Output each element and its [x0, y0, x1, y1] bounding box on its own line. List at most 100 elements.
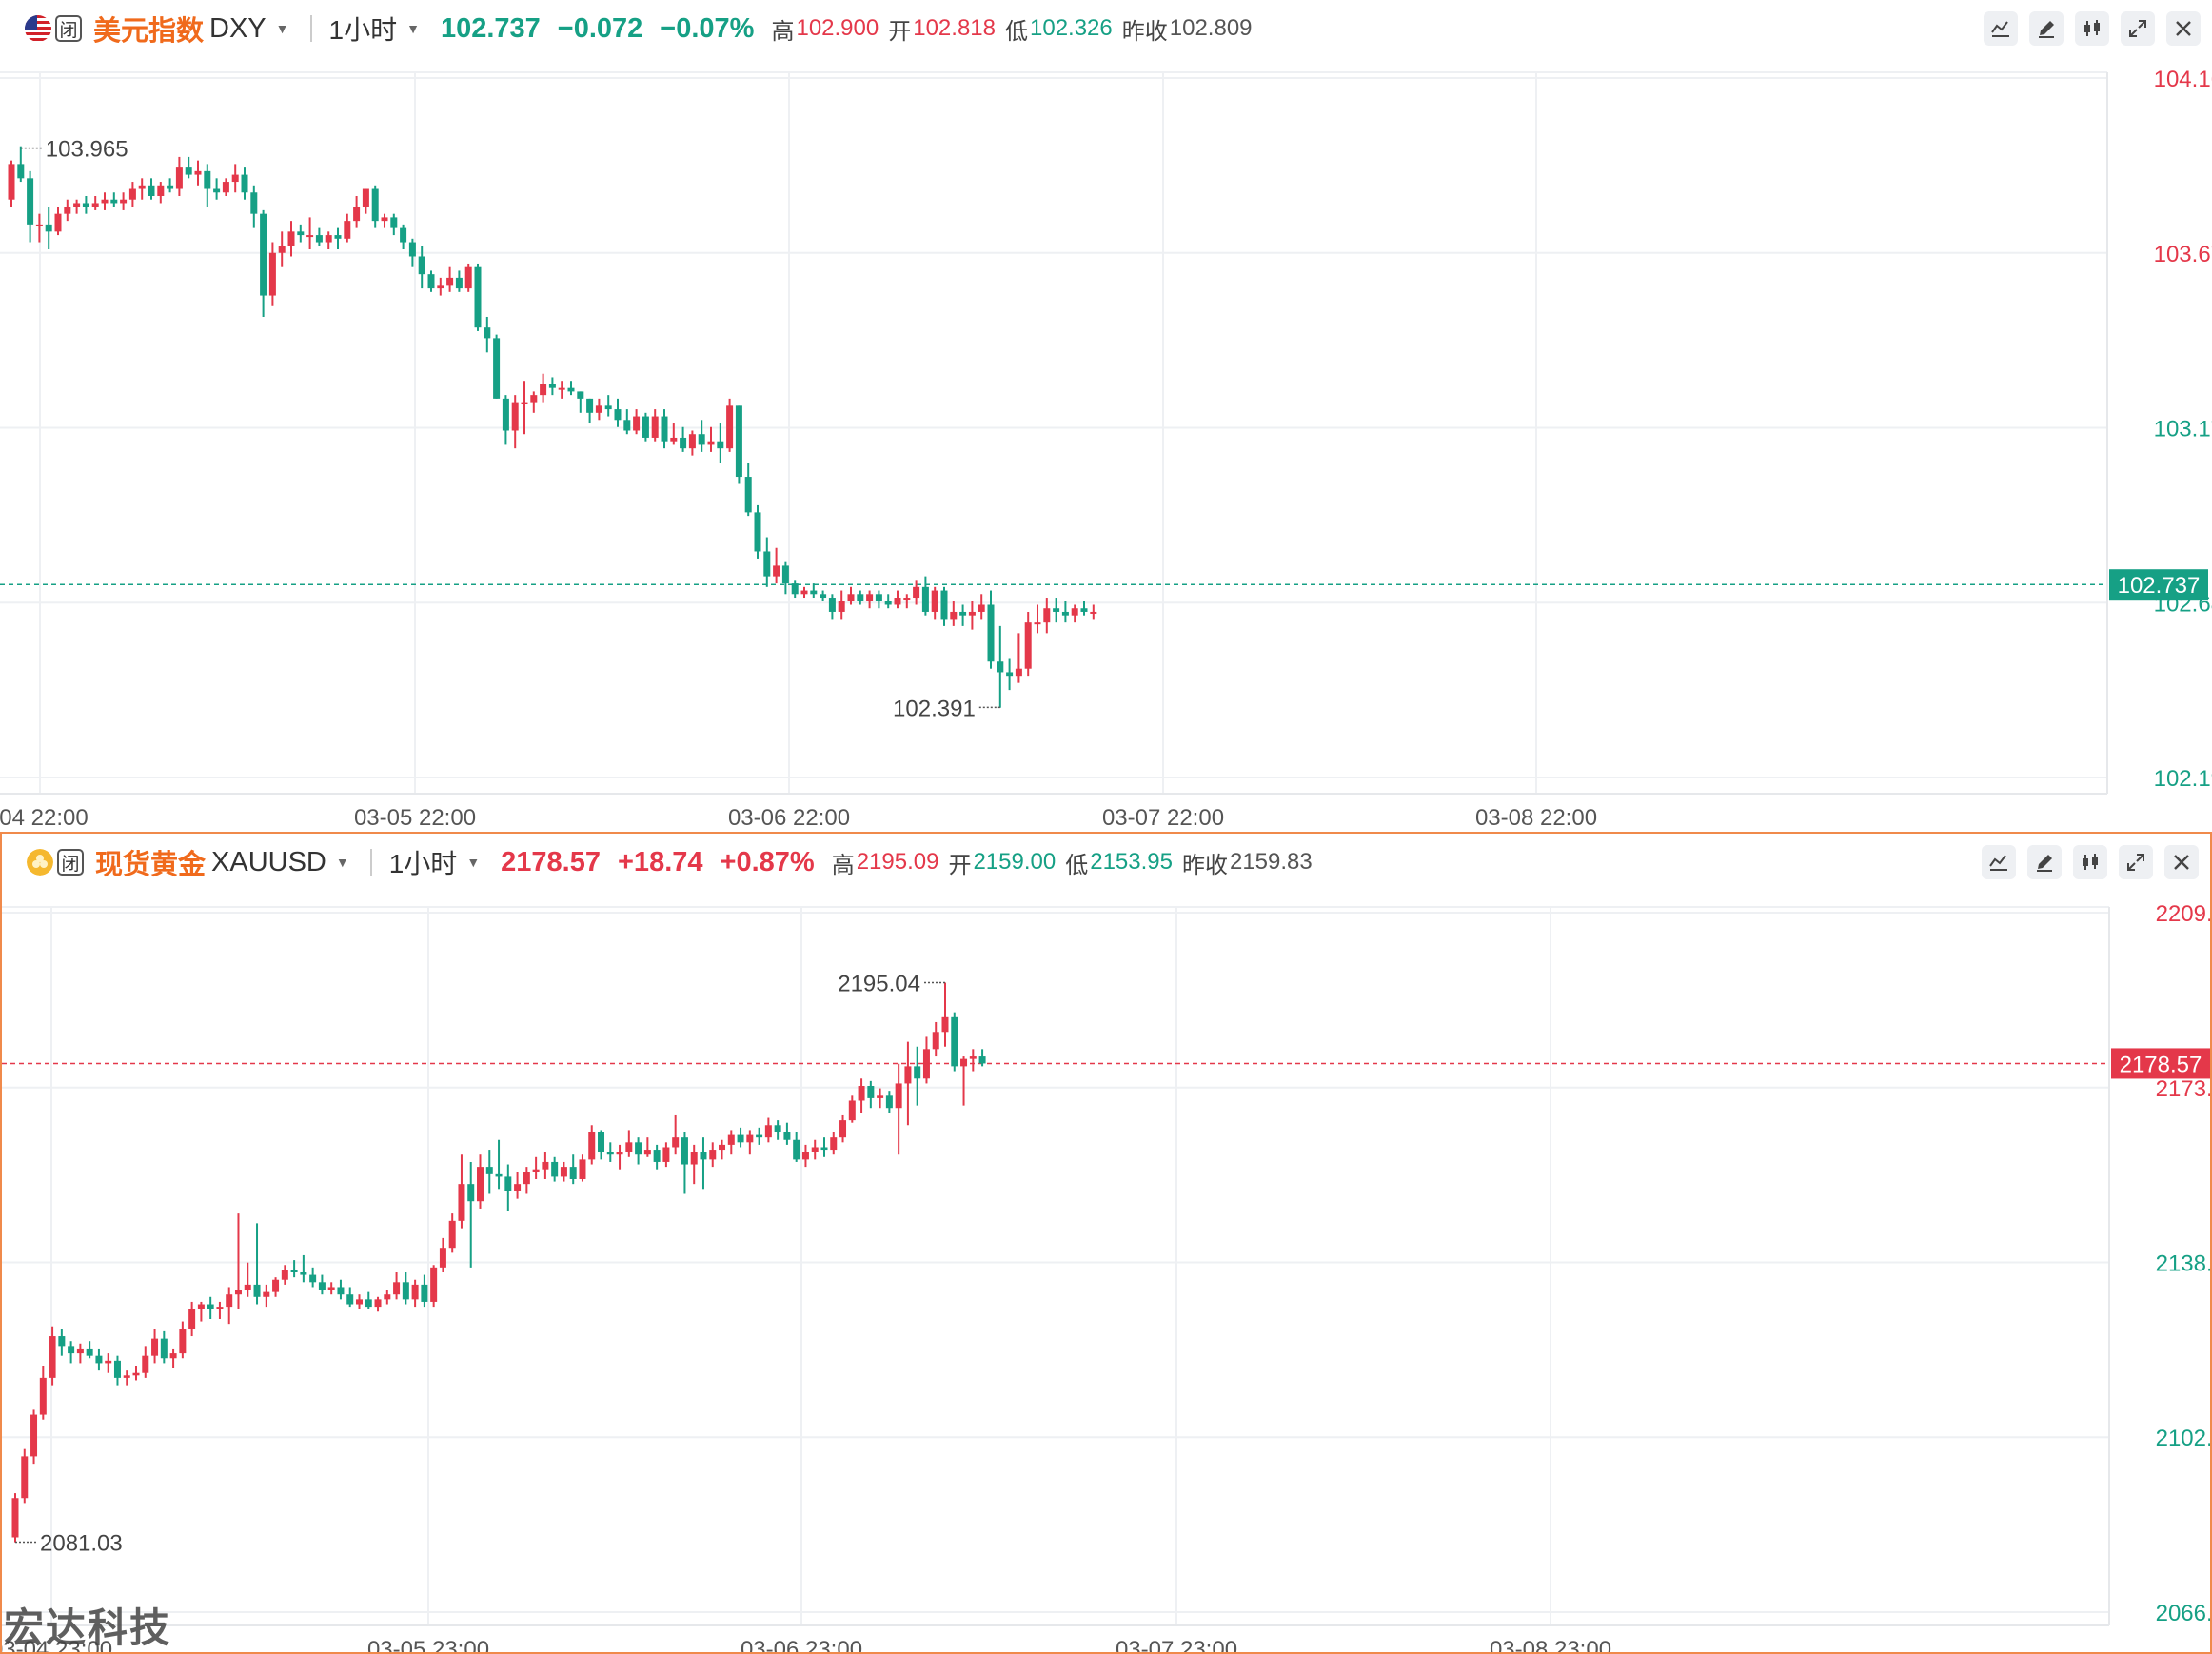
candle-body [680, 437, 687, 449]
candle-body [643, 1150, 651, 1155]
symbol-dropdown-icon[interactable]: ▼ [275, 21, 289, 36]
candle-body [1006, 672, 1014, 677]
candlestick-icon[interactable] [2075, 11, 2109, 46]
candle-body [616, 1152, 623, 1155]
candle-body [467, 1184, 475, 1202]
instrument-name[interactable]: 现货黄金 [95, 850, 207, 880]
chart-toolbar [1984, 11, 2201, 46]
candle-body [894, 598, 901, 605]
current-price-label: 2178.57 [2120, 1052, 2202, 1077]
open-label: 开 [948, 852, 972, 878]
x-tick-label: 03-04 23:00 [2, 1637, 112, 1652]
high-label: 高 [771, 18, 795, 45]
prev-close-value: 2159.83 [1229, 849, 1313, 875]
close-icon[interactable] [2164, 845, 2199, 879]
candle-body [820, 1147, 828, 1151]
annotation-label: 2195.04 [838, 971, 920, 996]
candle-body [623, 420, 631, 431]
candle-body [511, 402, 519, 431]
candle-body [21, 1456, 29, 1499]
candle-body [194, 170, 202, 175]
expand-icon[interactable] [2119, 845, 2153, 879]
candle-body [287, 231, 295, 246]
candle-body [8, 164, 15, 200]
candle-body [941, 1016, 949, 1033]
candle-body [781, 565, 789, 584]
candle-body [635, 1142, 642, 1155]
candle-body [95, 1355, 103, 1364]
chart-header: 闭 现货黄金 XAUUSD ▼ 1小时 ▼ 2178.57 +18.74 +0.… [2, 834, 2210, 891]
draw-pencil-icon[interactable] [2027, 845, 2062, 879]
chart-type-line-icon[interactable] [1984, 11, 2018, 46]
candle-body [1043, 608, 1051, 623]
price-change: +18.74 [618, 846, 703, 877]
candle-body [197, 1304, 205, 1309]
candle-body [560, 1167, 567, 1177]
candle-body [866, 594, 874, 601]
price-change-pct: −0.07% [660, 12, 755, 44]
interval-dropdown-icon[interactable]: ▼ [406, 21, 420, 36]
draw-pencil-icon[interactable] [2029, 11, 2064, 46]
chart-type-line-icon[interactable] [1982, 845, 2016, 879]
candle-body [532, 1169, 540, 1172]
candle-body [791, 583, 799, 595]
candle-body [504, 1176, 512, 1191]
candle-body [148, 185, 155, 196]
candle-body [300, 1271, 307, 1275]
x-tick-label: 03-05 22:00 [354, 805, 476, 830]
candle-body [216, 1307, 224, 1309]
candle-body [400, 227, 407, 243]
dxy-candlestick-chart[interactable]: 104.162103.670103.178102.686102.194-04 2… [0, 0, 2212, 830]
candle-body [110, 199, 118, 204]
candle-body [142, 1355, 149, 1373]
last-price: 102.737 [440, 12, 541, 44]
candle-body [58, 1336, 66, 1347]
candle-body [344, 221, 351, 239]
candle-body [940, 590, 948, 620]
candle-body [325, 235, 332, 243]
interval-dropdown-icon[interactable]: ▼ [466, 855, 481, 870]
candle-body [625, 1142, 633, 1152]
instrument-symbol[interactable]: XAUUSD [211, 846, 326, 877]
candle-body [448, 1220, 456, 1249]
candle-body [86, 1348, 93, 1356]
candle-body [411, 1284, 419, 1300]
instrument-symbol[interactable]: DXY [209, 12, 267, 44]
low-value: 2153.95 [1090, 849, 1173, 875]
y-tick-label: 2138.04 [2156, 1250, 2210, 1276]
candle-body [959, 611, 967, 616]
candle-body [661, 416, 668, 442]
y-tick-label: 2209.29 [2156, 901, 2210, 927]
candle-body [633, 416, 641, 431]
gold-coin-icon [27, 849, 53, 876]
candle-body [226, 1294, 233, 1308]
candle-body [774, 1125, 781, 1133]
candle-body [418, 256, 425, 275]
candle-body [523, 1172, 530, 1185]
candle-body [253, 1284, 261, 1297]
candle-body [309, 1274, 317, 1283]
candle-body [698, 434, 705, 445]
current-price-tag [2109, 569, 2208, 601]
candle-body [931, 590, 938, 612]
candle-body [297, 231, 305, 236]
candle-body [950, 611, 958, 620]
candle-body [726, 405, 734, 449]
candle-body [1080, 608, 1088, 612]
expand-icon[interactable] [2121, 11, 2155, 46]
candle-body [595, 405, 602, 413]
close-icon[interactable] [2166, 11, 2201, 46]
y-tick-label: 2173.66 [2156, 1076, 2210, 1102]
candle-body [128, 188, 136, 200]
candle-body [914, 1066, 921, 1079]
symbol-dropdown-icon[interactable]: ▼ [335, 855, 349, 870]
candle-body [811, 1147, 819, 1152]
candle-body [744, 477, 752, 513]
interval-selector[interactable]: 1小时 [328, 15, 398, 45]
candle-body [884, 601, 892, 605]
interval-selector[interactable]: 1小时 [388, 849, 458, 878]
xauusd-candlestick-chart[interactable]: 2209.29 2173.66 2138.04 2102.41 2066.78 03-04… [2, 834, 2210, 1652]
instrument-name[interactable]: 美元指数 [93, 16, 205, 47]
candlestick-icon[interactable] [2073, 845, 2107, 879]
y-tick-label: 104.162 [2154, 67, 2212, 92]
